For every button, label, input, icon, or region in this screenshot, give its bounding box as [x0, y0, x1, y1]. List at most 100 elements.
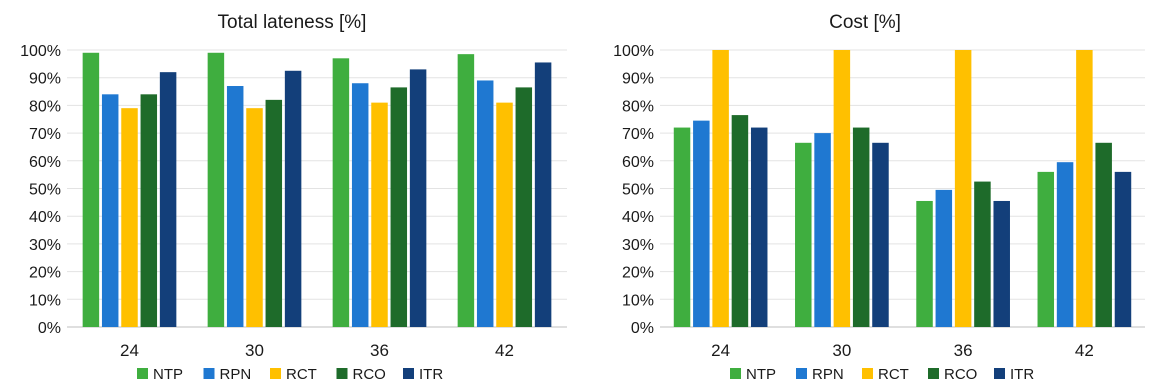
bar-itr-42: [1114, 171, 1132, 327]
bar-itr-24: [750, 127, 768, 327]
y-tick-label: 70%: [29, 126, 61, 143]
legend-swatch: [928, 368, 939, 379]
legend-swatch: [994, 368, 1005, 379]
bar-itr-24: [159, 72, 177, 327]
legend-swatch: [403, 368, 414, 379]
bar-ntp-36: [332, 58, 350, 328]
legend-item-itr: ITR: [403, 366, 443, 383]
chart-cost: Cost [%] 0% 10% 20% 30% 40% 50% 60% 70% 80% 90% 100…: [613, 12, 1145, 383]
x-tick-label: 30: [832, 341, 851, 360]
bar-rpn-30: [814, 133, 831, 327]
legend-label: RPN: [812, 366, 844, 383]
bar-rco-30: [852, 127, 870, 327]
x-tick-label: 36: [954, 341, 973, 360]
legend-label: RCO: [944, 366, 977, 383]
bar-rco-42: [1095, 142, 1112, 327]
x-tick-label: 42: [495, 341, 514, 360]
legend-swatch: [730, 368, 741, 379]
bar-rpn-24: [101, 94, 119, 327]
y-tick-label: 50%: [622, 182, 654, 199]
bar-ntp-42: [457, 54, 475, 327]
legend-label: RCT: [878, 366, 909, 383]
bar-rco-36: [390, 87, 408, 328]
y-tick-label: 100%: [20, 43, 61, 60]
y-tick-label: 80%: [622, 98, 654, 115]
legend-item-itr: ITR: [994, 366, 1034, 383]
y-tick-label: 50%: [29, 182, 61, 199]
legend-swatch: [270, 368, 281, 379]
bar-rco-36: [974, 181, 991, 327]
bar-rct-42: [1076, 50, 1093, 327]
legend-label: ITR: [1010, 366, 1034, 383]
legend-item-rpn: RPN: [203, 366, 252, 383]
x-tick-label: 30: [245, 341, 264, 360]
y-tick-label: 80%: [29, 98, 61, 115]
y-tick-label: 10%: [622, 292, 654, 309]
bar-rct-30: [833, 50, 851, 327]
y-tick-label: 40%: [622, 209, 654, 226]
legend-label: NTP: [746, 366, 776, 383]
bar-ntp-30: [795, 142, 812, 327]
y-tick-label: 40%: [29, 209, 61, 226]
bar-rct-36: [954, 50, 972, 327]
bar-rpn-30: [226, 86, 244, 327]
y-tick-label: 0%: [38, 320, 61, 337]
bar-rco-30: [265, 99, 283, 327]
bar-rco-24: [140, 94, 158, 327]
bar-rco-24: [731, 115, 749, 327]
legend-label: RCT: [286, 366, 317, 383]
y-tick-label: 30%: [622, 237, 654, 254]
legend-swatch: [796, 368, 807, 379]
legend-swatch: [336, 368, 348, 379]
bar-ntp-36: [916, 200, 933, 327]
chart-title: Cost [%]: [829, 12, 901, 33]
legend-label: NTP: [153, 366, 183, 383]
bar-itr-36: [409, 69, 427, 327]
legend-item-rct: RCT: [270, 366, 317, 383]
legend-item-ntp: NTP: [730, 366, 776, 383]
chart-total-lateness: Total lateness [%] 0% 10% 20% 30% 40% 50% 60% 70…: [20, 12, 567, 383]
bar-rpn-36: [935, 189, 953, 327]
bar-ntp-30: [207, 52, 225, 328]
x-tick-label: 42: [1075, 341, 1094, 360]
y-tick-label: 60%: [622, 154, 654, 171]
legend-label: ITR: [419, 366, 443, 383]
bar-rco-42: [515, 87, 533, 328]
chart-title: Total lateness [%]: [218, 12, 367, 33]
legend-item-rct: RCT: [862, 366, 909, 383]
bar-rct-42: [496, 102, 513, 327]
bar-rct-36: [371, 102, 388, 327]
y-tick-label: 90%: [622, 71, 654, 88]
bar-itr-30: [284, 70, 302, 328]
y-tick-label: 20%: [622, 265, 654, 282]
y-tick-label: 60%: [29, 154, 61, 171]
x-tick-label: 36: [370, 341, 389, 360]
bar-itr-36: [993, 200, 1010, 327]
bar-rpn-24: [693, 120, 710, 327]
legend-swatch: [862, 368, 873, 379]
legend-item-rco: RCO: [928, 366, 977, 383]
x-tick-label: 24: [711, 341, 730, 360]
legend-swatch: [203, 368, 215, 379]
bar-ntp-42: [1037, 171, 1055, 327]
legend-item-rco: RCO: [336, 366, 386, 383]
legend-swatch: [137, 368, 148, 379]
y-tick-label: 20%: [29, 265, 61, 282]
y-tick-label: 10%: [29, 292, 61, 309]
legend-label: RPN: [220, 366, 252, 383]
y-tick-label: 30%: [29, 237, 61, 254]
bar-rct-30: [246, 108, 263, 327]
bar-rpn-42: [476, 80, 494, 327]
legend-item-rpn: RPN: [796, 366, 844, 383]
bar-ntp-24: [82, 52, 100, 328]
y-tick-label: 90%: [29, 71, 61, 88]
bar-itr-42: [534, 62, 552, 328]
bar-itr-30: [872, 142, 889, 327]
bar-ntp-24: [673, 127, 691, 327]
bar-rct-24: [712, 50, 729, 327]
bar-rpn-42: [1056, 162, 1074, 327]
y-tick-label: 0%: [631, 320, 654, 337]
legend-item-ntp: NTP: [137, 366, 183, 383]
x-tick-label: 24: [120, 341, 139, 360]
